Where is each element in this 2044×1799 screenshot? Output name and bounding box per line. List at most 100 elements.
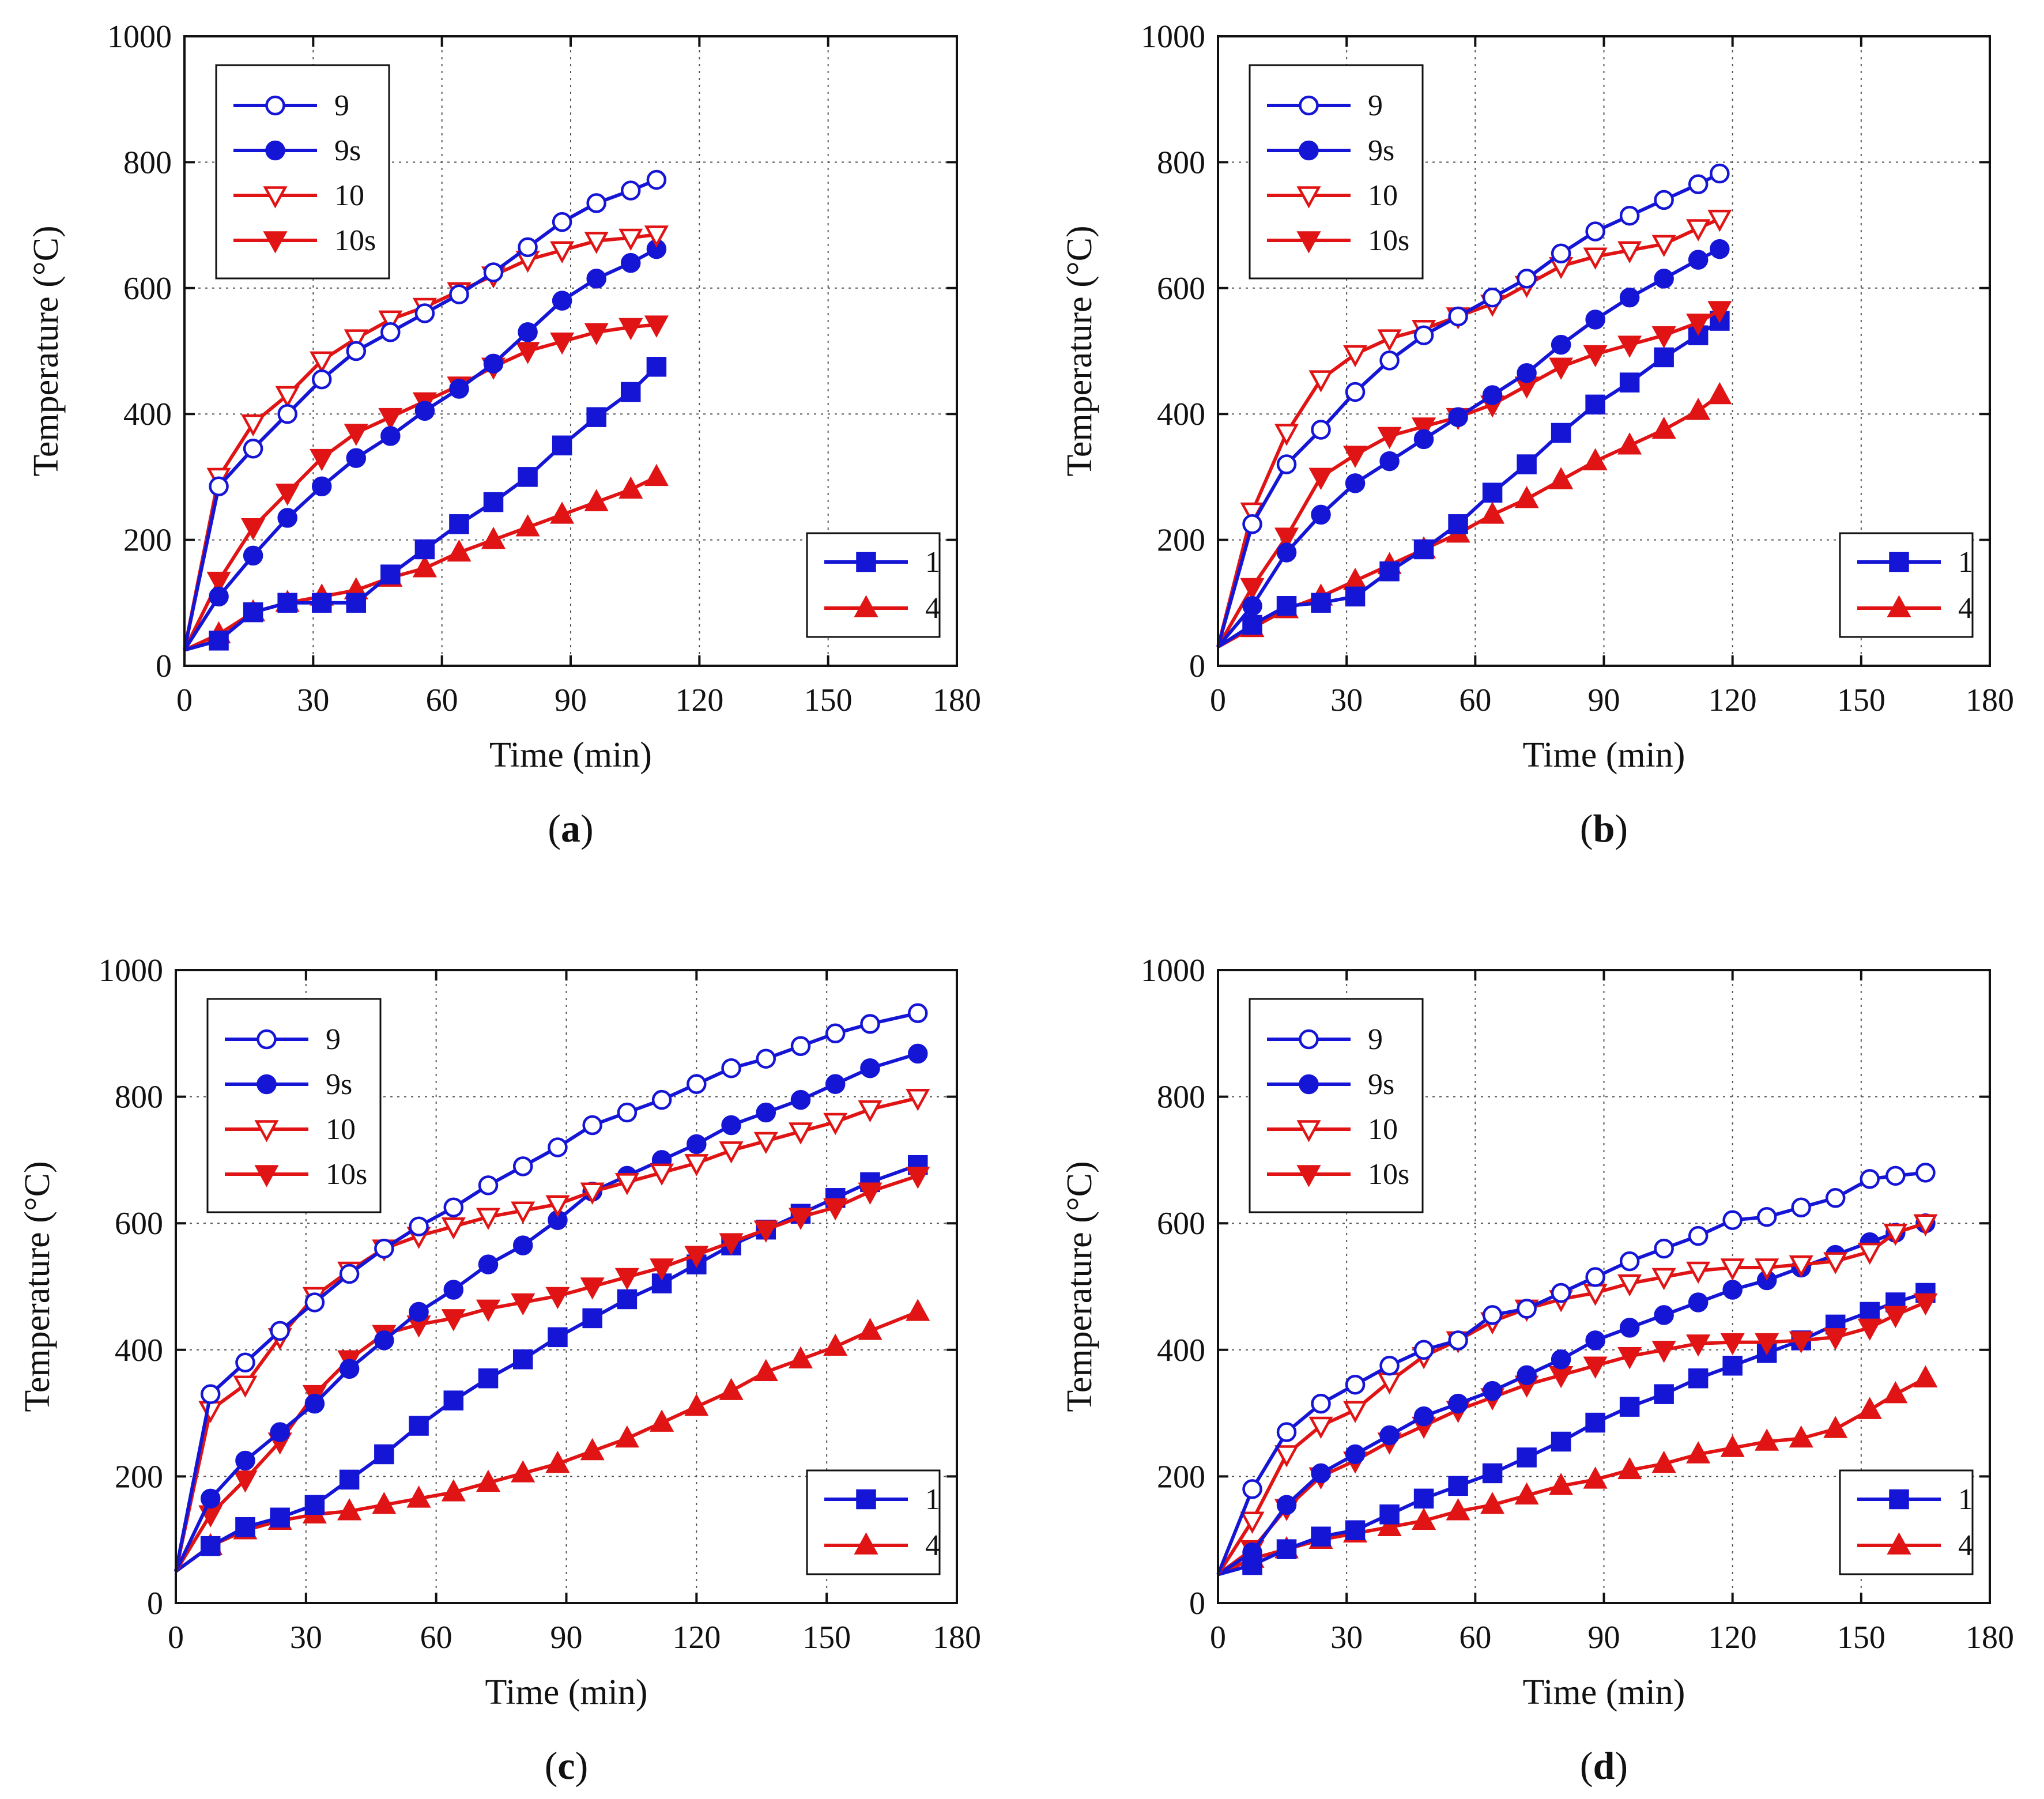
panel-c-point-1-4 [304, 1495, 325, 1515]
panel-b-legend-upper: 9 9s 10 10s [1249, 64, 1424, 280]
panel-d-point-10s-18 [1823, 1328, 1848, 1351]
panel-d-legend-upper-swatch-marker-9s [1299, 1074, 1319, 1095]
panel-c-point-9s-3 [270, 1422, 290, 1442]
panel-d-legend-upper-label-10: 10 [1368, 1113, 1398, 1146]
panel-b-tick-label-y-600: 600 [1157, 271, 1205, 307]
panel-b-point-1-2 [1276, 596, 1297, 616]
panel-c-point-9-21 [908, 1003, 928, 1023]
panel-c-point-10s-13 [614, 1268, 639, 1291]
panel-b-point-9s-7 [1448, 407, 1468, 427]
panel-d-point-1-6 [1413, 1488, 1434, 1509]
panel-b-point-9-3 [1311, 420, 1331, 440]
panel-c-point-4-21 [906, 1299, 930, 1321]
panel-c-tick-label-y-600: 600 [115, 1206, 163, 1242]
panel-a-point-10s-6 [378, 408, 403, 431]
panel-d: 0 30 60 90 120 150 180 0 200 400 600 800 1000 Time (m… [1060, 953, 2014, 1787]
panel-d-point-9-13 [1654, 1238, 1674, 1259]
panel-a-point-9s-4 [311, 476, 332, 497]
panel-b-tick-label-x-180: 180 [1966, 682, 2014, 718]
panel-a-point-1-2 [243, 602, 263, 623]
panel-d-point-4-5 [1377, 1514, 1402, 1536]
panel-c-point-9s-5 [339, 1359, 360, 1379]
panel-c-point-1-3 [270, 1507, 290, 1528]
panel-b-point-10-5 [1377, 329, 1402, 352]
panel-c-legend-upper-swatch-marker-10 [254, 1120, 279, 1142]
panel-b-point-10s-15 [1707, 301, 1732, 323]
panel-d-point-4-8 [1480, 1492, 1505, 1514]
panel-a-legend-upper-swatch-marker-10s [263, 231, 288, 254]
panel-c-legend-upper-label-9s: 9s [326, 1068, 352, 1101]
panel-d-point-10-16 [1755, 1258, 1779, 1281]
panel-c-point-4-9 [476, 1469, 501, 1492]
panel-a-point-1-6 [380, 564, 401, 584]
panel-d-tick-label-x-90: 90 [1588, 1620, 1620, 1655]
panel-c-point-10-2 [233, 1375, 258, 1398]
panel-b-legend-lower-swatch-marker-1 [1889, 552, 1909, 572]
panel-d-legend-upper-label-9: 9 [1368, 1023, 1383, 1056]
panel-c-point-9s-9 [478, 1254, 499, 1274]
panel-b-tick-label-x-90: 90 [1588, 682, 1620, 718]
panel-b-point-9-7 [1448, 306, 1468, 327]
panel-a-point-4-13 [619, 476, 643, 499]
panel-b-point-1-12 [1619, 372, 1640, 393]
panel-c-tick-label-x-180: 180 [933, 1620, 981, 1655]
panel-c-series-line-9s [174, 1052, 919, 1572]
panel-a-legend-upper-swatch-marker-10 [263, 186, 288, 209]
panel-c-legend-upper-swatch-marker-9s [257, 1074, 277, 1095]
panel-a-point-10-3 [275, 386, 300, 409]
panel-c-point-9-18 [790, 1036, 811, 1057]
panel-c-point-9-6 [374, 1238, 394, 1259]
panel-c-point-10-19 [823, 1112, 848, 1136]
panel-a-point-10s-14 [644, 315, 669, 338]
panel-c-point-10-15 [684, 1154, 709, 1176]
panel-d-legend-upper-swatch-marker-10 [1296, 1120, 1321, 1142]
panel-b-point-4-10 [1549, 467, 1574, 489]
panel-b-point-1-4 [1345, 586, 1366, 607]
panel-a-point-10-13 [619, 228, 643, 251]
panel-a-point-9s-1 [209, 586, 229, 607]
panel-c-point-10s-11 [545, 1287, 570, 1310]
panel-c-point-1-7 [409, 1416, 429, 1436]
panel-d-series-group [1216, 1163, 1938, 1577]
panel-d-point-9s-1 [1242, 1542, 1262, 1563]
panel-a-point-4-9 [481, 526, 506, 549]
panel-d-point-4-14 [1686, 1441, 1711, 1464]
panel-a-point-10-2 [241, 414, 266, 437]
panel-d-x-axis-label: Time (min) [1523, 1673, 1685, 1712]
panel-d-point-1-19 [1860, 1302, 1880, 1322]
panel-a-legend-upper-label-10s: 10s [334, 224, 376, 257]
panel-b-point-1-1 [1242, 614, 1262, 635]
panel-d-point-4-17 [1789, 1425, 1813, 1448]
panel-c-y-axis-label: Temperature (°C) [18, 1161, 57, 1412]
panel-d-tick-label-x-60: 60 [1459, 1620, 1491, 1655]
panel-c-point-9-4 [304, 1292, 325, 1313]
panel-d-point-10-15 [1720, 1258, 1745, 1281]
panel-a-tick-label-x-60: 60 [426, 682, 458, 718]
panel-c-point-10s-15 [684, 1246, 709, 1268]
panel-a-point-9-5 [346, 341, 367, 361]
panel-d-point-10-3 [1308, 1416, 1333, 1439]
panel-d-point-1-2 [1276, 1539, 1297, 1559]
panel-c-tick-label-x-60: 60 [420, 1620, 452, 1655]
panel-d-tick-label-y-800: 800 [1157, 1080, 1205, 1115]
panel-c-tick-label-x-90: 90 [550, 1620, 583, 1655]
panel-d-point-9-8 [1482, 1305, 1503, 1325]
panel-a-point-1-3 [277, 593, 297, 613]
panel-b-point-9-8 [1482, 287, 1503, 308]
panel-b-legend-upper-swatch-marker-10s [1296, 231, 1321, 254]
panel-a-point-10s-3 [275, 483, 300, 506]
panel-b-point-4-12 [1617, 432, 1642, 455]
panel-d-point-4-18 [1823, 1416, 1848, 1438]
panel-c-series-line-4 [175, 1310, 919, 1573]
panel-d-point-9-7 [1448, 1330, 1468, 1351]
panel-c-point-9s-19 [825, 1074, 846, 1094]
panel-c-legend-upper-swatch-marker-10s [254, 1165, 279, 1187]
panel-b-point-9-9 [1517, 269, 1537, 289]
panel-a-point-10-12 [584, 232, 609, 254]
panel-c: 0 30 60 90 120 150 180 0 200 400 600 800 1000 Time (m… [18, 953, 981, 1787]
panel-d-point-9s-13 [1654, 1305, 1674, 1325]
panel-c-legend-lower-label-1: 1 [925, 1483, 940, 1516]
panel-b-point-9-11 [1585, 221, 1605, 242]
panel-a-caption: (a) [548, 806, 593, 850]
